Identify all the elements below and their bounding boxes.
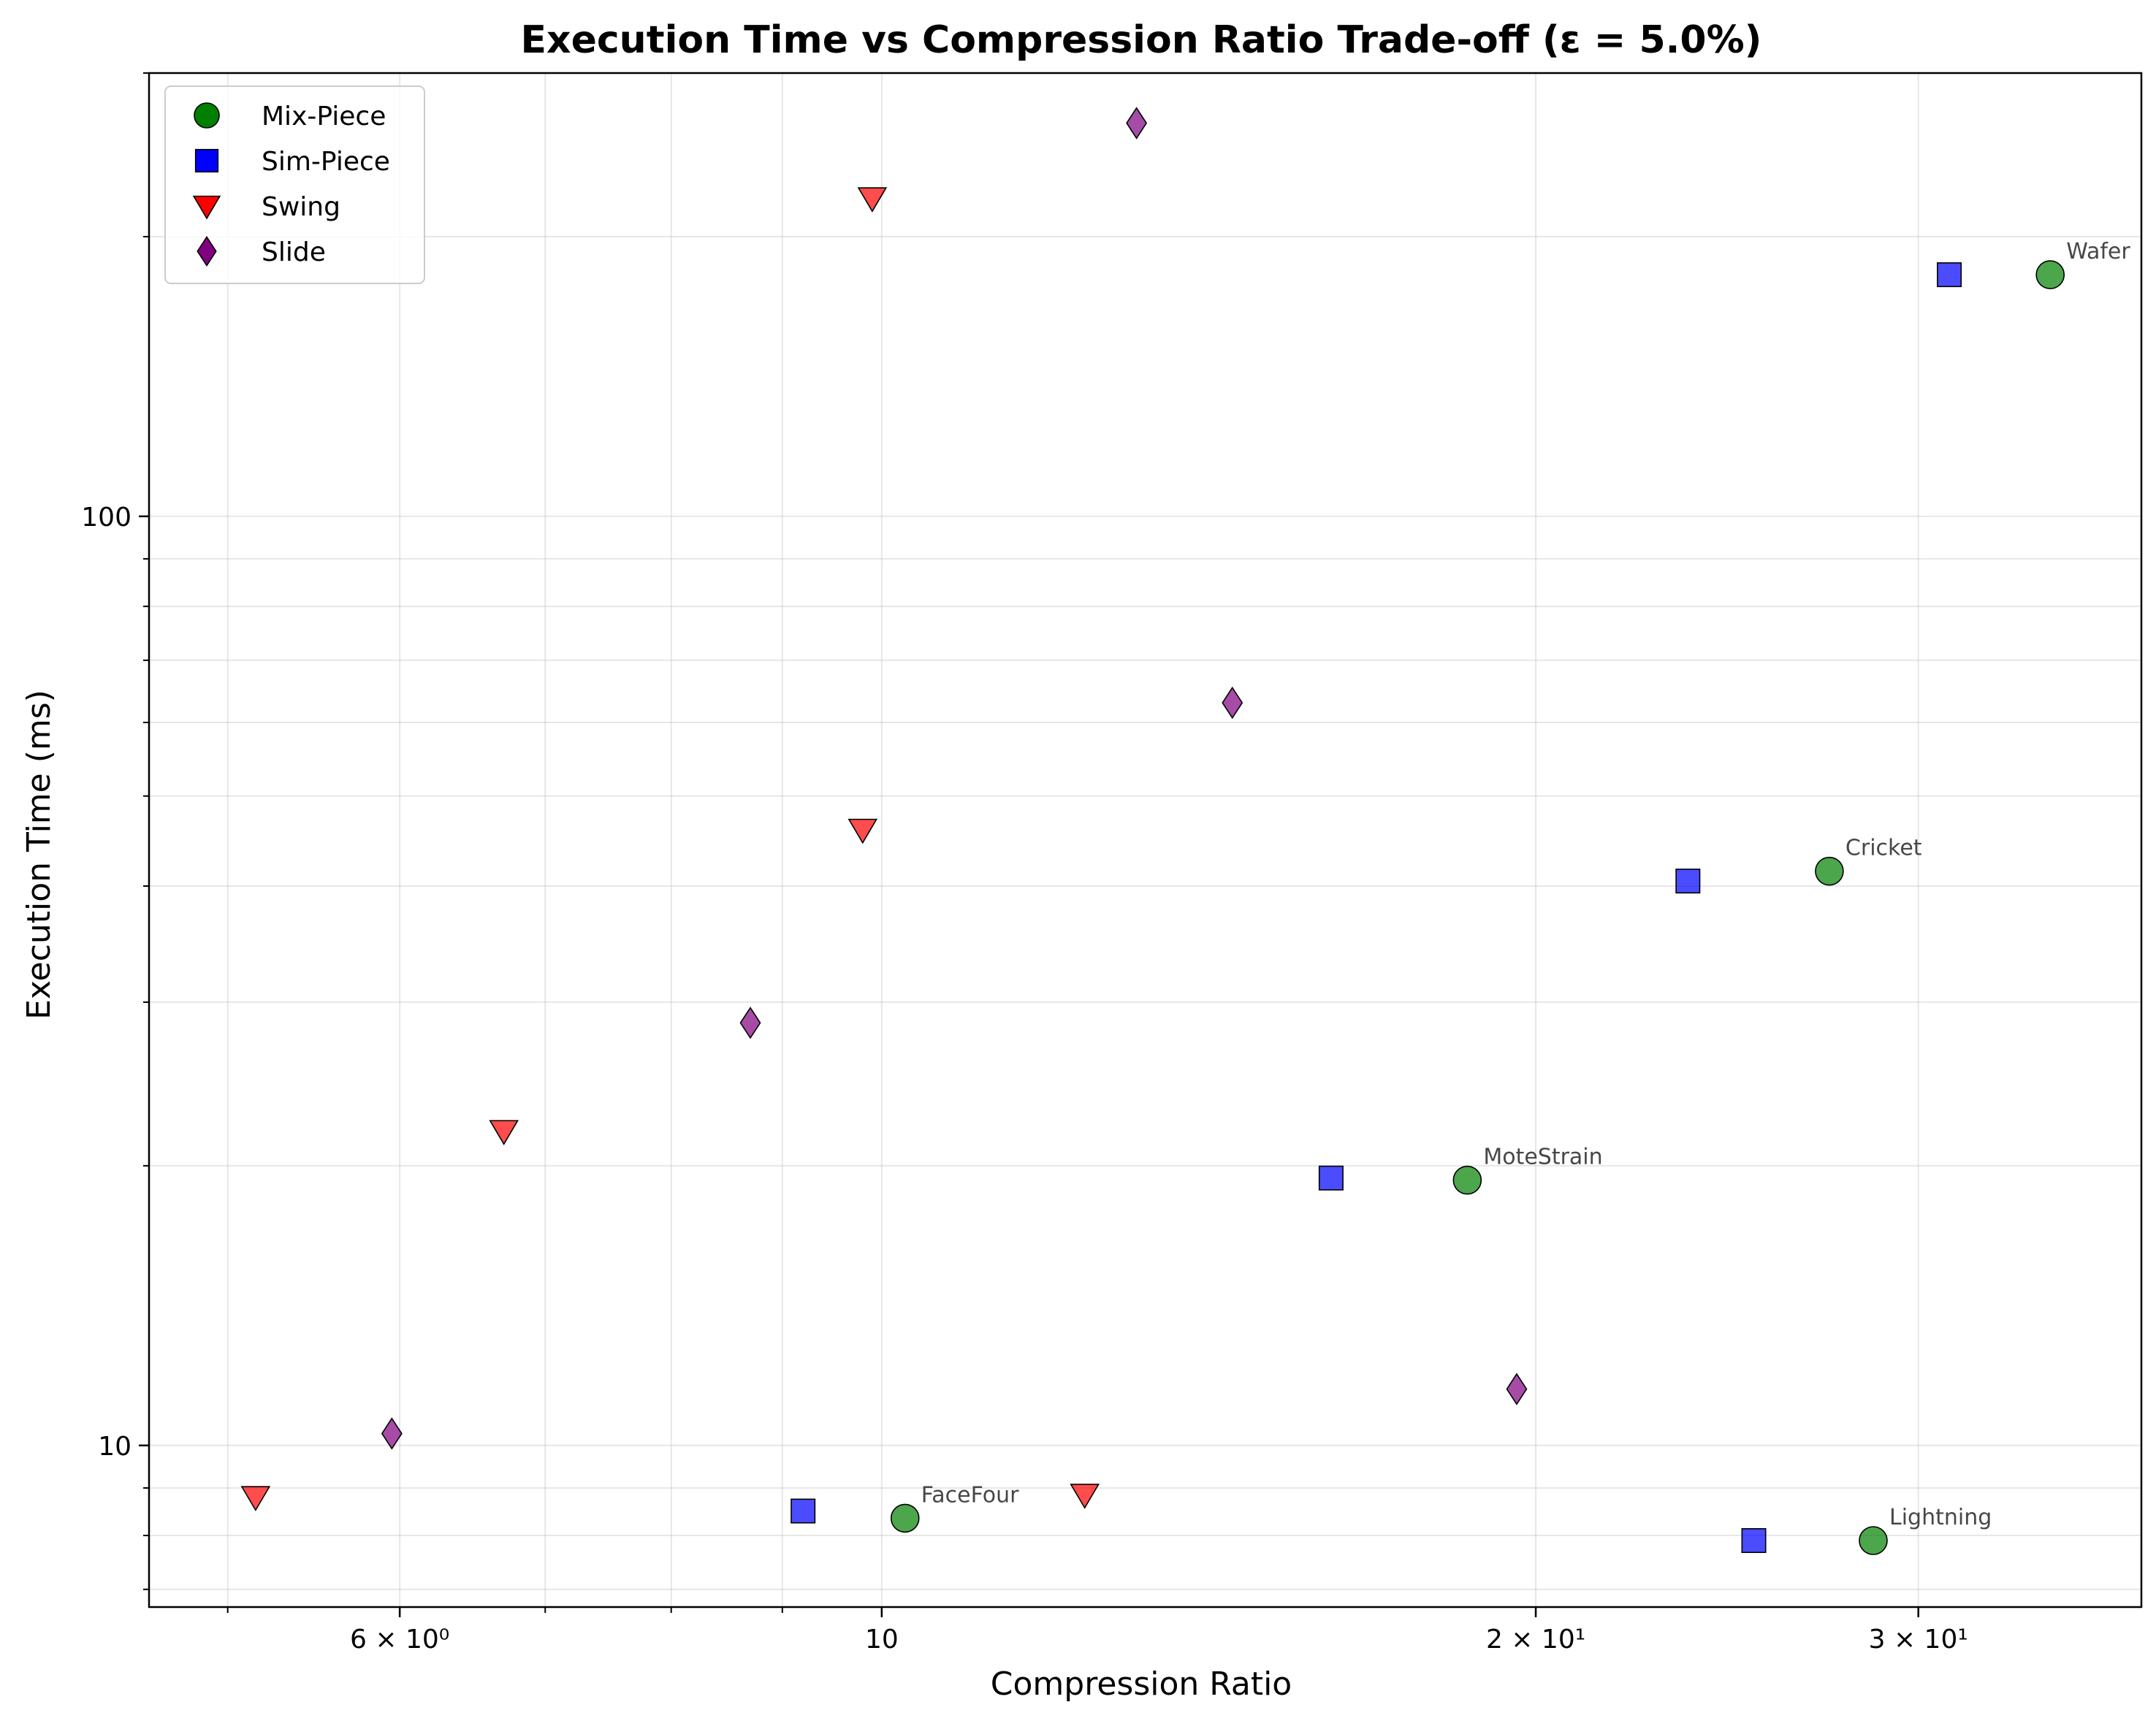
legend-label-sim-piece: Sim-Piece (262, 147, 390, 177)
point-annotation: Lightning (1889, 1505, 1992, 1530)
mix-piece-point (1859, 1526, 1888, 1555)
y-tick-label: 10 (98, 1432, 132, 1462)
slide-point (1506, 1373, 1528, 1405)
mix-piece-point (890, 1503, 920, 1533)
mix-piece-point (2035, 260, 2065, 289)
legend-marker-swing (192, 195, 221, 220)
point-annotation: Cricket (1845, 836, 1922, 861)
chart-title: Execution Time vs Compression Ratio Trad… (521, 18, 1762, 62)
slide-point (381, 1417, 403, 1450)
grid-lines (149, 72, 2141, 1607)
point-annotation: MoteStrain (1483, 1145, 1602, 1170)
plot-frame (148, 72, 2143, 1609)
slide-point (1222, 686, 1243, 720)
legend-box (164, 85, 425, 284)
legend-label-slide: Slide (262, 237, 326, 267)
sim-piece-point (791, 1498, 816, 1524)
sim-piece-point (1937, 262, 1962, 288)
sim-piece-point (1318, 1165, 1344, 1191)
x-tick-label: 10 (865, 1625, 899, 1655)
swing-point (489, 1120, 519, 1145)
legend-label-mix-piece: Mix-Piece (262, 102, 386, 131)
x-axis-label: Compression Ratio (991, 1665, 1292, 1703)
slide-point (1126, 107, 1148, 140)
sim-piece-point (1675, 869, 1701, 894)
swing-point (847, 818, 878, 844)
sim-piece-point (1741, 1527, 1767, 1553)
data-points: Wafer Cricket MoteStrain FaceFour Lightning (240, 107, 2130, 1555)
x-tick-label: 2 × 10¹ (1486, 1625, 1585, 1655)
y-axis-label: Execution Time (ms) (20, 690, 58, 1020)
legend-label-swing: Swing (262, 192, 340, 222)
axes: 6 × 10⁰ 10 2 × 10¹ 3 × 10¹ 10 100 (81, 72, 2143, 1655)
mix-piece-point (1815, 856, 1844, 886)
legend-marker-sim-piece (194, 148, 219, 173)
x-tick-label: 6 × 10⁰ (350, 1625, 449, 1655)
point-annotation: Wafer (2066, 239, 2130, 264)
swing-point (1070, 1484, 1100, 1509)
swing-point (240, 1486, 271, 1511)
x-tick-label: 3 × 10¹ (1869, 1625, 1968, 1655)
swing-point (857, 187, 888, 213)
slide-point (739, 1007, 761, 1039)
legend: Mix-Piece Sim-Piece Swing Slide (164, 85, 425, 284)
legend-marker-slide (197, 235, 217, 267)
y-tick-label: 100 (81, 503, 132, 533)
point-annotation: FaceFour (921, 1482, 1019, 1508)
legend-marker-mix-piece (194, 102, 220, 129)
mix-piece-point (1452, 1165, 1482, 1195)
